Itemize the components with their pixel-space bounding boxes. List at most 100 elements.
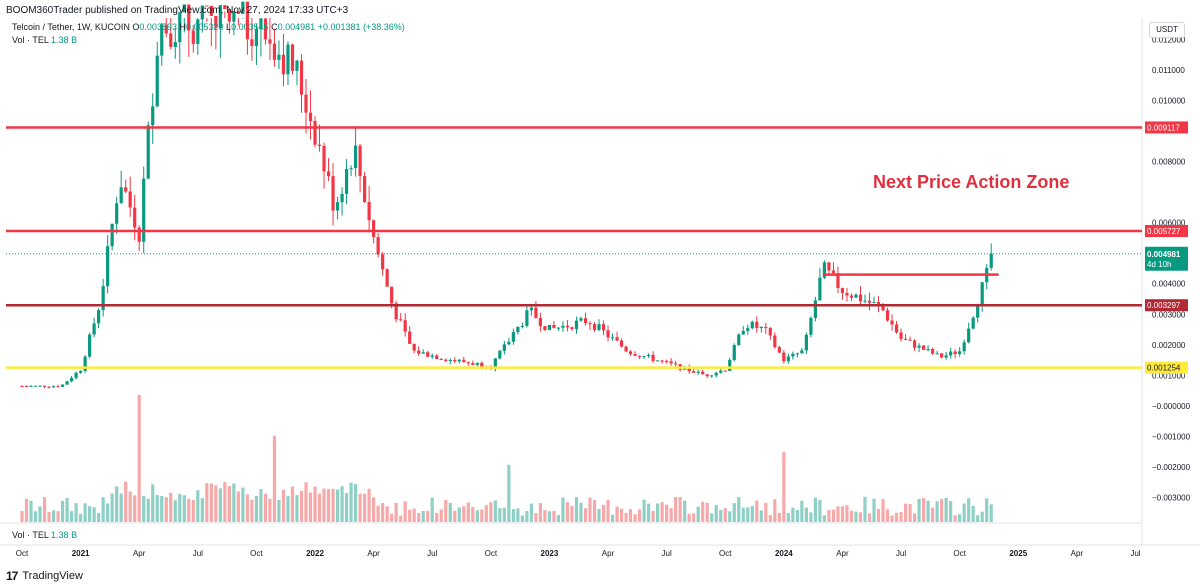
candle-body[interactable] [818, 277, 822, 301]
candle-body[interactable] [940, 353, 944, 358]
candle-body[interactable] [885, 310, 890, 321]
candle-body[interactable] [651, 354, 655, 361]
candle-body[interactable] [173, 42, 177, 47]
candle-body[interactable] [196, 19, 200, 44]
candle-body[interactable] [534, 307, 538, 318]
candle-body[interactable] [466, 362, 470, 364]
candle-body[interactable] [164, 24, 168, 34]
candle-body[interactable] [759, 326, 763, 329]
candle-body[interactable] [660, 360, 664, 362]
candle-body[interactable] [169, 33, 173, 47]
candle-body[interactable] [286, 44, 290, 75]
candle-body[interactable] [106, 246, 110, 287]
candle-body[interactable] [714, 372, 718, 376]
candle-body[interactable] [223, 5, 227, 10]
candle-body[interactable] [182, 4, 186, 13]
candle-body[interactable] [935, 353, 939, 355]
candle-body[interactable] [493, 358, 497, 369]
next-price-action-zone-annotation[interactable]: Next Price Action Zone [873, 172, 1069, 192]
candle-body[interactable] [471, 363, 475, 365]
candle-body[interactable] [732, 345, 736, 360]
candle-body[interactable] [232, 11, 236, 22]
candle-body[interactable] [24, 386, 29, 388]
candle-body[interactable] [624, 346, 628, 352]
candle-body[interactable] [989, 253, 993, 268]
candle-body[interactable] [647, 354, 651, 357]
candle-body[interactable] [831, 270, 836, 274]
candle-body[interactable] [854, 294, 858, 298]
candle-body[interactable] [151, 106, 155, 126]
candle-body[interactable] [110, 223, 114, 247]
candle-body[interactable] [399, 319, 403, 321]
candle-body[interactable] [502, 344, 506, 351]
candle-body[interactable] [444, 359, 448, 361]
candle-body[interactable] [317, 144, 322, 146]
candle-body[interactable] [795, 353, 799, 355]
candle-body[interactable] [236, 11, 240, 14]
candle-body[interactable] [764, 326, 768, 329]
candle-body[interactable] [209, 5, 213, 16]
candle-body[interactable] [372, 220, 376, 238]
candle-body[interactable] [412, 343, 416, 351]
candle-body[interactable] [876, 302, 881, 305]
candle-body[interactable] [417, 350, 421, 354]
candle-body[interactable] [656, 360, 660, 362]
candle-body[interactable] [511, 331, 515, 342]
candle-body[interactable] [88, 334, 92, 357]
candle-body[interactable] [20, 386, 24, 388]
candle-body[interactable] [750, 321, 754, 329]
candle-body[interactable] [74, 372, 78, 378]
candle-body[interactable] [633, 354, 637, 356]
candle-body[interactable] [917, 345, 921, 348]
candle-body[interactable] [335, 202, 340, 211]
candle-body[interactable] [430, 355, 434, 357]
candle-body[interactable] [124, 187, 128, 192]
candle-body[interactable] [97, 310, 101, 324]
candle-body[interactable] [741, 330, 745, 335]
candle-body[interactable] [507, 341, 511, 345]
candle-body[interactable] [958, 351, 962, 355]
candle-body[interactable] [245, 1, 249, 40]
candle-body[interactable] [588, 323, 592, 325]
candle-body[interactable] [642, 356, 646, 358]
candle-body[interactable] [263, 18, 268, 40]
candle-body[interactable] [498, 350, 502, 359]
candle-body[interactable] [800, 350, 804, 354]
candle-body[interactable] [155, 55, 159, 107]
candle-body[interactable] [592, 324, 597, 330]
candle-body[interactable] [768, 328, 772, 336]
candle-body[interactable] [394, 303, 398, 320]
candle-body[interactable] [890, 320, 894, 325]
candle-body[interactable] [728, 359, 732, 371]
candle-body[interactable] [737, 334, 741, 346]
candle-body[interactable] [344, 169, 349, 194]
candle-body[interactable] [840, 287, 845, 293]
candle-body[interactable] [705, 374, 709, 377]
candle-body[interactable] [367, 201, 371, 221]
candle-body[interactable] [353, 145, 358, 169]
candle-body[interactable] [723, 370, 727, 372]
candle-body[interactable] [777, 347, 781, 353]
candle-body[interactable] [863, 300, 867, 302]
candle-body[interactable] [912, 340, 917, 348]
candle-body[interactable] [565, 325, 570, 328]
candle-body[interactable] [376, 237, 380, 255]
candle-body[interactable] [601, 324, 606, 331]
candle-body[interactable] [133, 207, 137, 228]
candle-body[interactable] [746, 328, 750, 331]
candle-body[interactable] [827, 262, 831, 271]
candle-body[interactable] [272, 43, 277, 60]
candle-body[interactable] [579, 318, 583, 321]
candle-body[interactable] [358, 145, 362, 177]
candle-body[interactable] [867, 300, 872, 303]
candle-body[interactable] [218, 5, 222, 28]
candle-body[interactable] [308, 112, 313, 122]
candle-body[interactable] [804, 334, 808, 351]
candle-body[interactable] [480, 362, 484, 368]
candle-body[interactable] [178, 12, 182, 43]
candle-body[interactable] [462, 359, 466, 363]
candle-body[interactable] [615, 337, 619, 341]
candle-body[interactable] [65, 381, 69, 385]
candle-body[interactable] [529, 307, 533, 311]
candle-body[interactable] [899, 332, 903, 339]
